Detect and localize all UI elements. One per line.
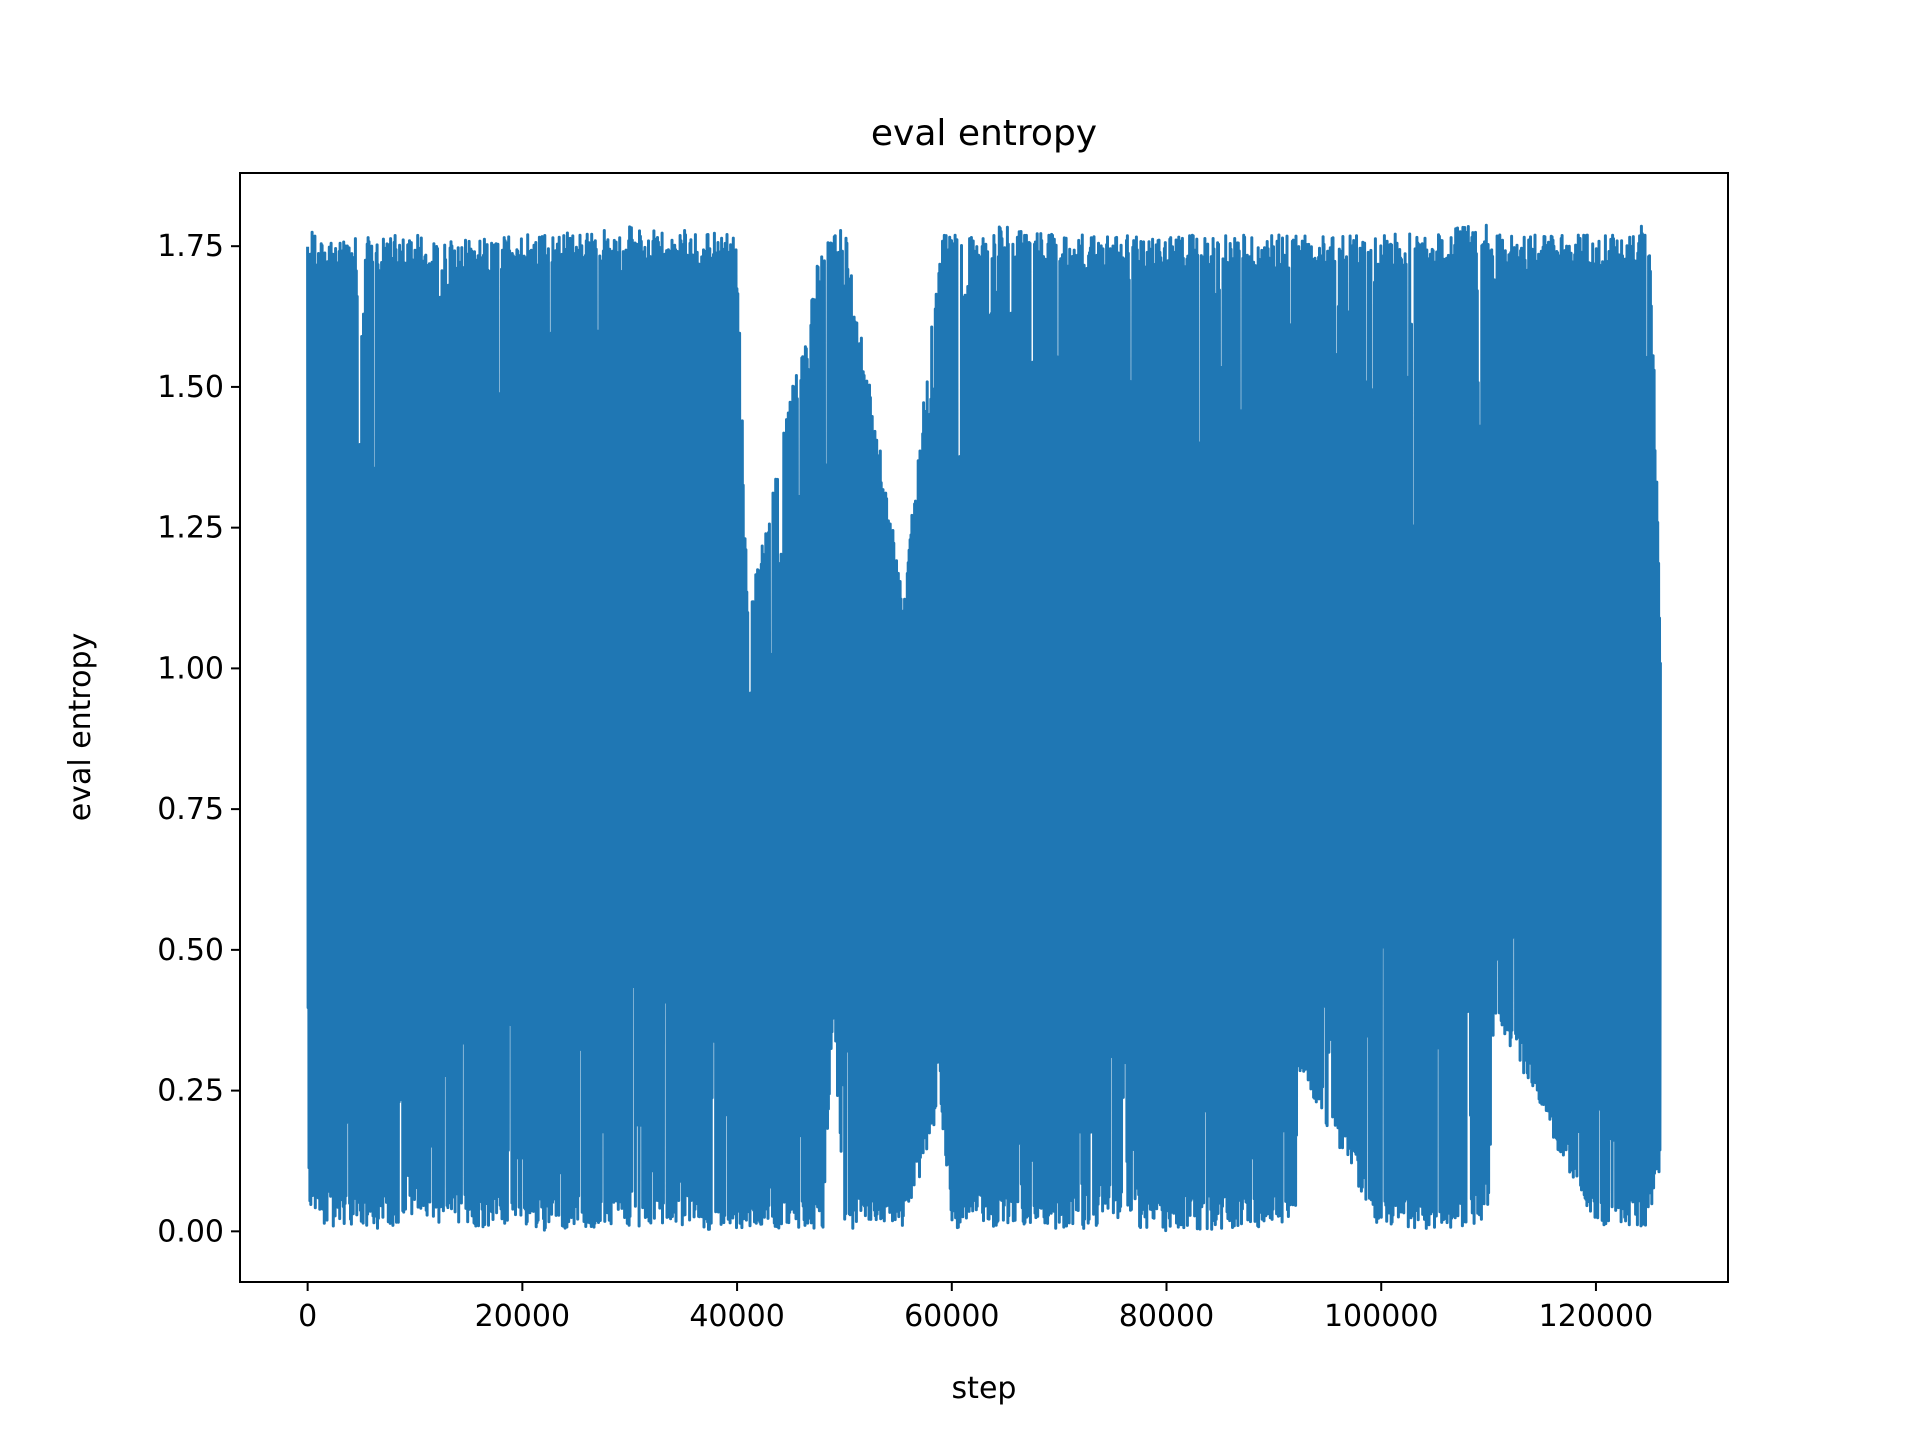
y-tick-label: 1.00 (157, 651, 224, 686)
y-tick-label: 1.75 (157, 229, 224, 264)
y-tick-label: 0.25 (157, 1074, 224, 1109)
series-line (306, 223, 1662, 1233)
x-axis: 0 20000 40000 60000 80000 100000 120000 (298, 1282, 1653, 1334)
y-tick-label: 0.00 (157, 1214, 224, 1249)
series-layer (306, 223, 1662, 1233)
y-tick-label: 0.75 (157, 792, 224, 827)
x-axis-title: step (952, 1371, 1017, 1406)
y-tick-label: 1.25 (157, 511, 224, 546)
x-tick-label: 0 (298, 1299, 317, 1334)
x-tick-label: 100000 (1324, 1299, 1439, 1334)
x-tick-label: 60000 (904, 1299, 999, 1334)
y-tick-label: 1.50 (157, 370, 224, 405)
x-tick-label: 80000 (1119, 1299, 1214, 1334)
y-axis: 0.00 0.25 0.50 0.75 1.00 1.25 1.50 1.75 (157, 229, 240, 1249)
x-tick-label: 120000 (1539, 1299, 1654, 1334)
x-tick-label: 20000 (475, 1299, 570, 1334)
plot-frame (239, 172, 1729, 1283)
x-tick-label: 40000 (689, 1299, 784, 1334)
y-axis-title: eval entropy (63, 633, 98, 822)
y-tick-label: 0.50 (157, 933, 224, 968)
chart-title: eval entropy (871, 113, 1097, 154)
